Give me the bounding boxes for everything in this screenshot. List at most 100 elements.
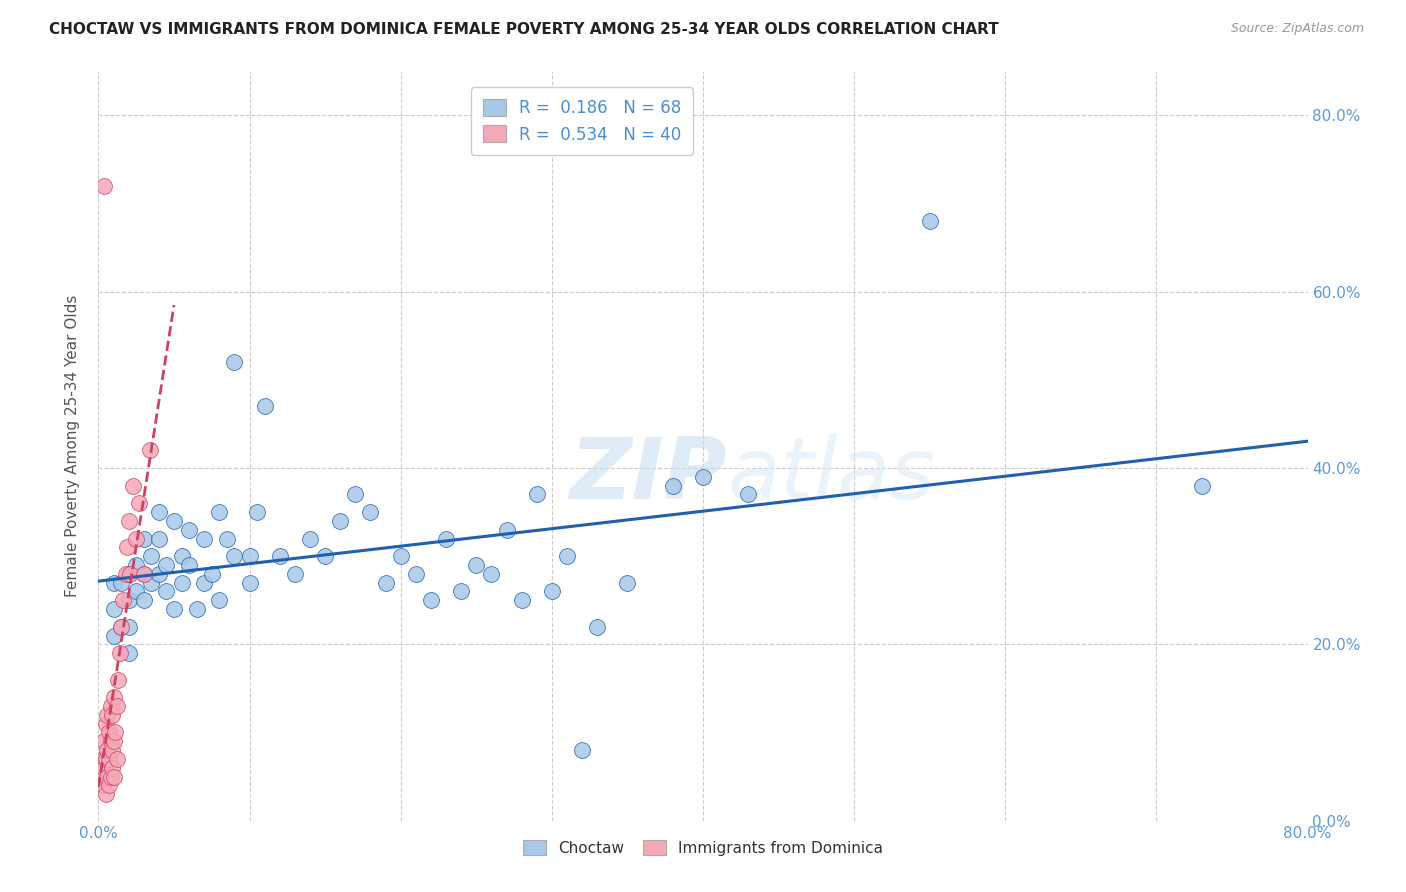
Point <box>98 778 121 792</box>
Point <box>105 699 128 714</box>
Point <box>100 770 122 784</box>
Y-axis label: Female Poverty Among 25-34 Year Olds: Female Poverty Among 25-34 Year Olds <box>65 295 80 597</box>
Point <box>616 575 638 590</box>
Point <box>434 532 457 546</box>
Point <box>132 593 155 607</box>
Legend: Choctaw, Immigrants from Dominica: Choctaw, Immigrants from Dominica <box>517 833 889 862</box>
Point <box>96 743 118 757</box>
Point <box>98 725 121 739</box>
Point <box>141 549 163 564</box>
Point <box>170 549 193 564</box>
Point <box>93 734 115 748</box>
Point <box>103 734 125 748</box>
Point <box>344 487 367 501</box>
Point <box>193 575 215 590</box>
Point <box>314 549 336 564</box>
Point <box>179 558 201 572</box>
Point <box>118 566 141 581</box>
Point <box>105 752 128 766</box>
Point <box>98 752 121 766</box>
Point <box>246 505 269 519</box>
Point <box>540 584 562 599</box>
Point <box>103 690 125 705</box>
Point <box>107 673 129 687</box>
Point <box>114 566 136 581</box>
Point <box>284 566 307 581</box>
Point <box>90 770 112 784</box>
Text: atlas: atlas <box>727 434 935 517</box>
Point <box>101 761 124 775</box>
Point <box>420 593 443 607</box>
Point <box>201 566 224 581</box>
Point <box>96 770 118 784</box>
Point <box>110 620 132 634</box>
Point <box>737 487 759 501</box>
Point <box>91 752 114 766</box>
Point <box>481 566 503 581</box>
Point <box>555 549 578 564</box>
Point <box>661 478 683 492</box>
Point <box>253 400 276 414</box>
Point <box>103 770 125 784</box>
Point <box>450 584 472 599</box>
Point <box>103 602 125 616</box>
Point <box>103 575 125 590</box>
Text: ZIP: ZIP <box>569 434 727 517</box>
Point <box>100 734 122 748</box>
Point <box>125 532 148 546</box>
Point <box>125 584 148 599</box>
Point <box>115 541 138 555</box>
Point <box>329 514 352 528</box>
Point <box>586 620 609 634</box>
Point <box>93 178 115 193</box>
Point <box>163 514 186 528</box>
Point <box>125 558 148 572</box>
Point <box>101 743 124 757</box>
Point <box>110 620 132 634</box>
Text: CHOCTAW VS IMMIGRANTS FROM DOMINICA FEMALE POVERTY AMONG 25-34 YEAR OLDS CORRELA: CHOCTAW VS IMMIGRANTS FROM DOMINICA FEMA… <box>49 22 998 37</box>
Point <box>465 558 488 572</box>
Point <box>208 593 231 607</box>
Point <box>94 716 117 731</box>
Point <box>389 549 412 564</box>
Point <box>148 566 170 581</box>
Point <box>122 478 145 492</box>
Point <box>148 505 170 519</box>
Point <box>132 532 155 546</box>
Point <box>918 214 941 228</box>
Point <box>132 566 155 581</box>
Point <box>692 470 714 484</box>
Point <box>299 532 322 546</box>
Point <box>94 787 117 801</box>
Point <box>571 743 593 757</box>
Point <box>526 487 548 501</box>
Point <box>128 496 150 510</box>
Point <box>104 725 127 739</box>
Point <box>179 523 201 537</box>
Text: Source: ZipAtlas.com: Source: ZipAtlas.com <box>1230 22 1364 36</box>
Point <box>208 505 231 519</box>
Point <box>374 575 396 590</box>
Point <box>120 566 142 581</box>
Point <box>155 584 177 599</box>
Point <box>101 707 124 722</box>
Point <box>163 602 186 616</box>
Point <box>91 778 114 792</box>
Point <box>118 514 141 528</box>
Point <box>93 761 115 775</box>
Point <box>100 699 122 714</box>
Point <box>139 443 162 458</box>
Point <box>239 575 262 590</box>
Point <box>495 523 517 537</box>
Point <box>94 752 117 766</box>
Point <box>118 620 141 634</box>
Point <box>110 575 132 590</box>
Point <box>186 602 208 616</box>
Point <box>155 558 177 572</box>
Point <box>239 549 262 564</box>
Point <box>193 532 215 546</box>
Point <box>118 646 141 660</box>
Point <box>148 532 170 546</box>
Point <box>224 549 246 564</box>
Point <box>170 575 193 590</box>
